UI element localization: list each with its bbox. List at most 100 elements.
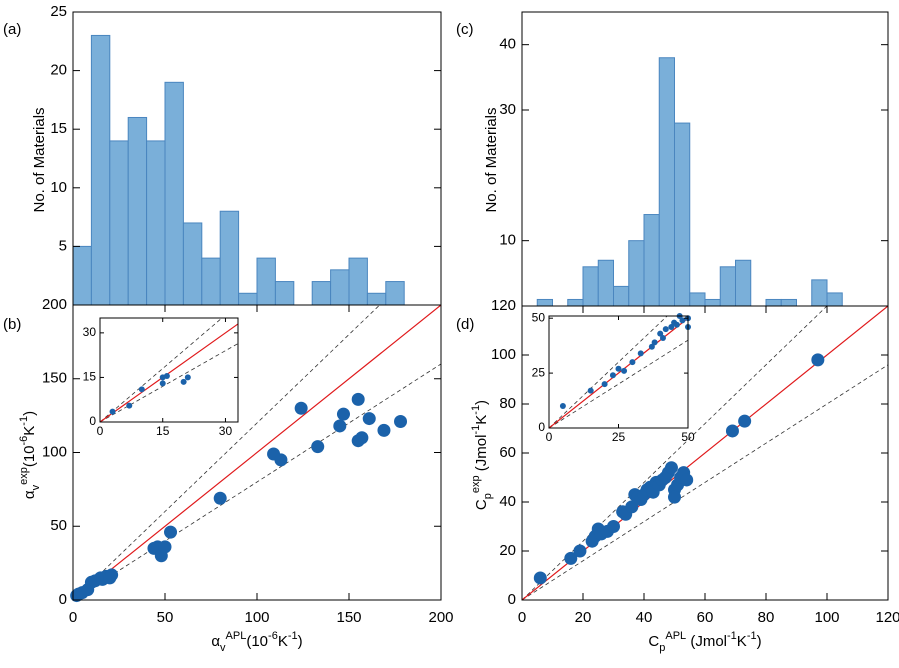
x-tick-label: 0 <box>69 609 77 626</box>
x-tick-label: 150 <box>336 609 361 626</box>
y-axis-label: No. of Materials <box>31 107 48 212</box>
x-tick-label: 0 <box>546 430 553 444</box>
bar <box>256 257 276 306</box>
y-tick-label: 20 <box>50 62 67 79</box>
bar <box>127 116 148 306</box>
reference-line <box>73 305 381 600</box>
x-axis-label: CpAPL (Jmol-1K-1) <box>648 630 761 654</box>
reference-line <box>522 306 828 600</box>
bar <box>826 292 843 307</box>
point <box>336 407 350 421</box>
y-tick-label: 20 <box>499 542 516 559</box>
label-part: ) <box>473 400 490 405</box>
point <box>629 359 636 366</box>
y-tick-label: 0 <box>538 420 545 434</box>
point <box>158 540 172 554</box>
bar <box>238 292 258 306</box>
bar <box>811 279 828 307</box>
x-tick-label: 50 <box>681 430 695 444</box>
y-tick-label: 15 <box>50 120 67 137</box>
y-tick-label: 10 <box>50 179 67 196</box>
point <box>679 317 686 324</box>
label-part: α <box>21 490 38 499</box>
frame <box>99 317 239 423</box>
y-tick-label: 150 <box>42 370 67 387</box>
y-tick-label: 0 <box>89 414 96 428</box>
bar <box>90 34 111 306</box>
bar <box>274 281 295 306</box>
point <box>657 330 664 337</box>
y-tick-label: 120 <box>491 297 516 314</box>
bar <box>658 57 675 307</box>
bar <box>311 281 332 306</box>
point <box>351 392 365 406</box>
bar <box>613 285 630 307</box>
label-part: K <box>21 426 38 436</box>
y-tick-label: 200 <box>42 296 67 313</box>
bar <box>146 140 166 306</box>
y-tick-label: 0 <box>508 591 516 608</box>
point <box>811 353 825 367</box>
point <box>738 414 752 428</box>
label-part: α <box>211 633 220 650</box>
x-tick-label: 0 <box>97 424 104 438</box>
point <box>184 374 191 381</box>
point <box>659 334 666 341</box>
bar <box>109 140 129 306</box>
label-part: -1 <box>288 630 298 642</box>
point <box>564 551 578 565</box>
panel-label: (d) <box>456 316 474 333</box>
point <box>159 380 166 387</box>
label-part: APL <box>665 630 686 642</box>
y-axis-label: αvexp(10-6K-1) <box>18 411 42 499</box>
point <box>648 343 655 350</box>
point <box>664 461 678 475</box>
point <box>559 403 566 410</box>
y-tick-label: 80 <box>499 395 516 412</box>
point <box>355 431 369 445</box>
label-part: -1 <box>727 630 737 642</box>
bar <box>780 298 797 307</box>
bar <box>348 257 368 306</box>
y-tick-label: 25 <box>532 365 546 379</box>
point <box>163 372 170 379</box>
label-part: No. of Materials <box>483 107 500 212</box>
label-part: ) <box>21 411 38 416</box>
bar <box>704 298 721 307</box>
point <box>625 500 639 514</box>
bar <box>219 210 240 306</box>
x-tick-label: 120 <box>875 609 899 626</box>
point <box>615 365 622 372</box>
point <box>164 525 178 539</box>
bar <box>385 281 405 306</box>
label-part: -1 <box>18 416 30 426</box>
x-tick-label: 15 <box>156 424 170 438</box>
point <box>311 440 325 454</box>
point <box>138 386 145 393</box>
point <box>294 401 308 415</box>
label-part: ) <box>298 633 303 650</box>
label-part: p <box>482 493 494 499</box>
label-part: -6 <box>18 436 30 446</box>
point <box>651 339 658 346</box>
panel-label: (a) <box>3 21 21 38</box>
label-part: p <box>659 642 665 654</box>
x-tick-label: 40 <box>636 609 653 626</box>
point <box>609 372 616 379</box>
point <box>126 402 133 409</box>
point <box>109 408 116 415</box>
point <box>533 571 547 585</box>
label-part: APL <box>226 630 247 642</box>
bar <box>330 269 350 306</box>
y-tick-label: 40 <box>499 493 516 510</box>
reference-line <box>73 363 441 600</box>
y-tick-label: 10 <box>499 232 516 249</box>
point <box>573 544 587 558</box>
label-part: (10 <box>246 633 268 650</box>
point <box>601 381 608 388</box>
reference-line <box>100 323 238 422</box>
bar <box>536 298 553 307</box>
y-tick-label: 15 <box>83 370 97 384</box>
bar <box>674 122 691 307</box>
